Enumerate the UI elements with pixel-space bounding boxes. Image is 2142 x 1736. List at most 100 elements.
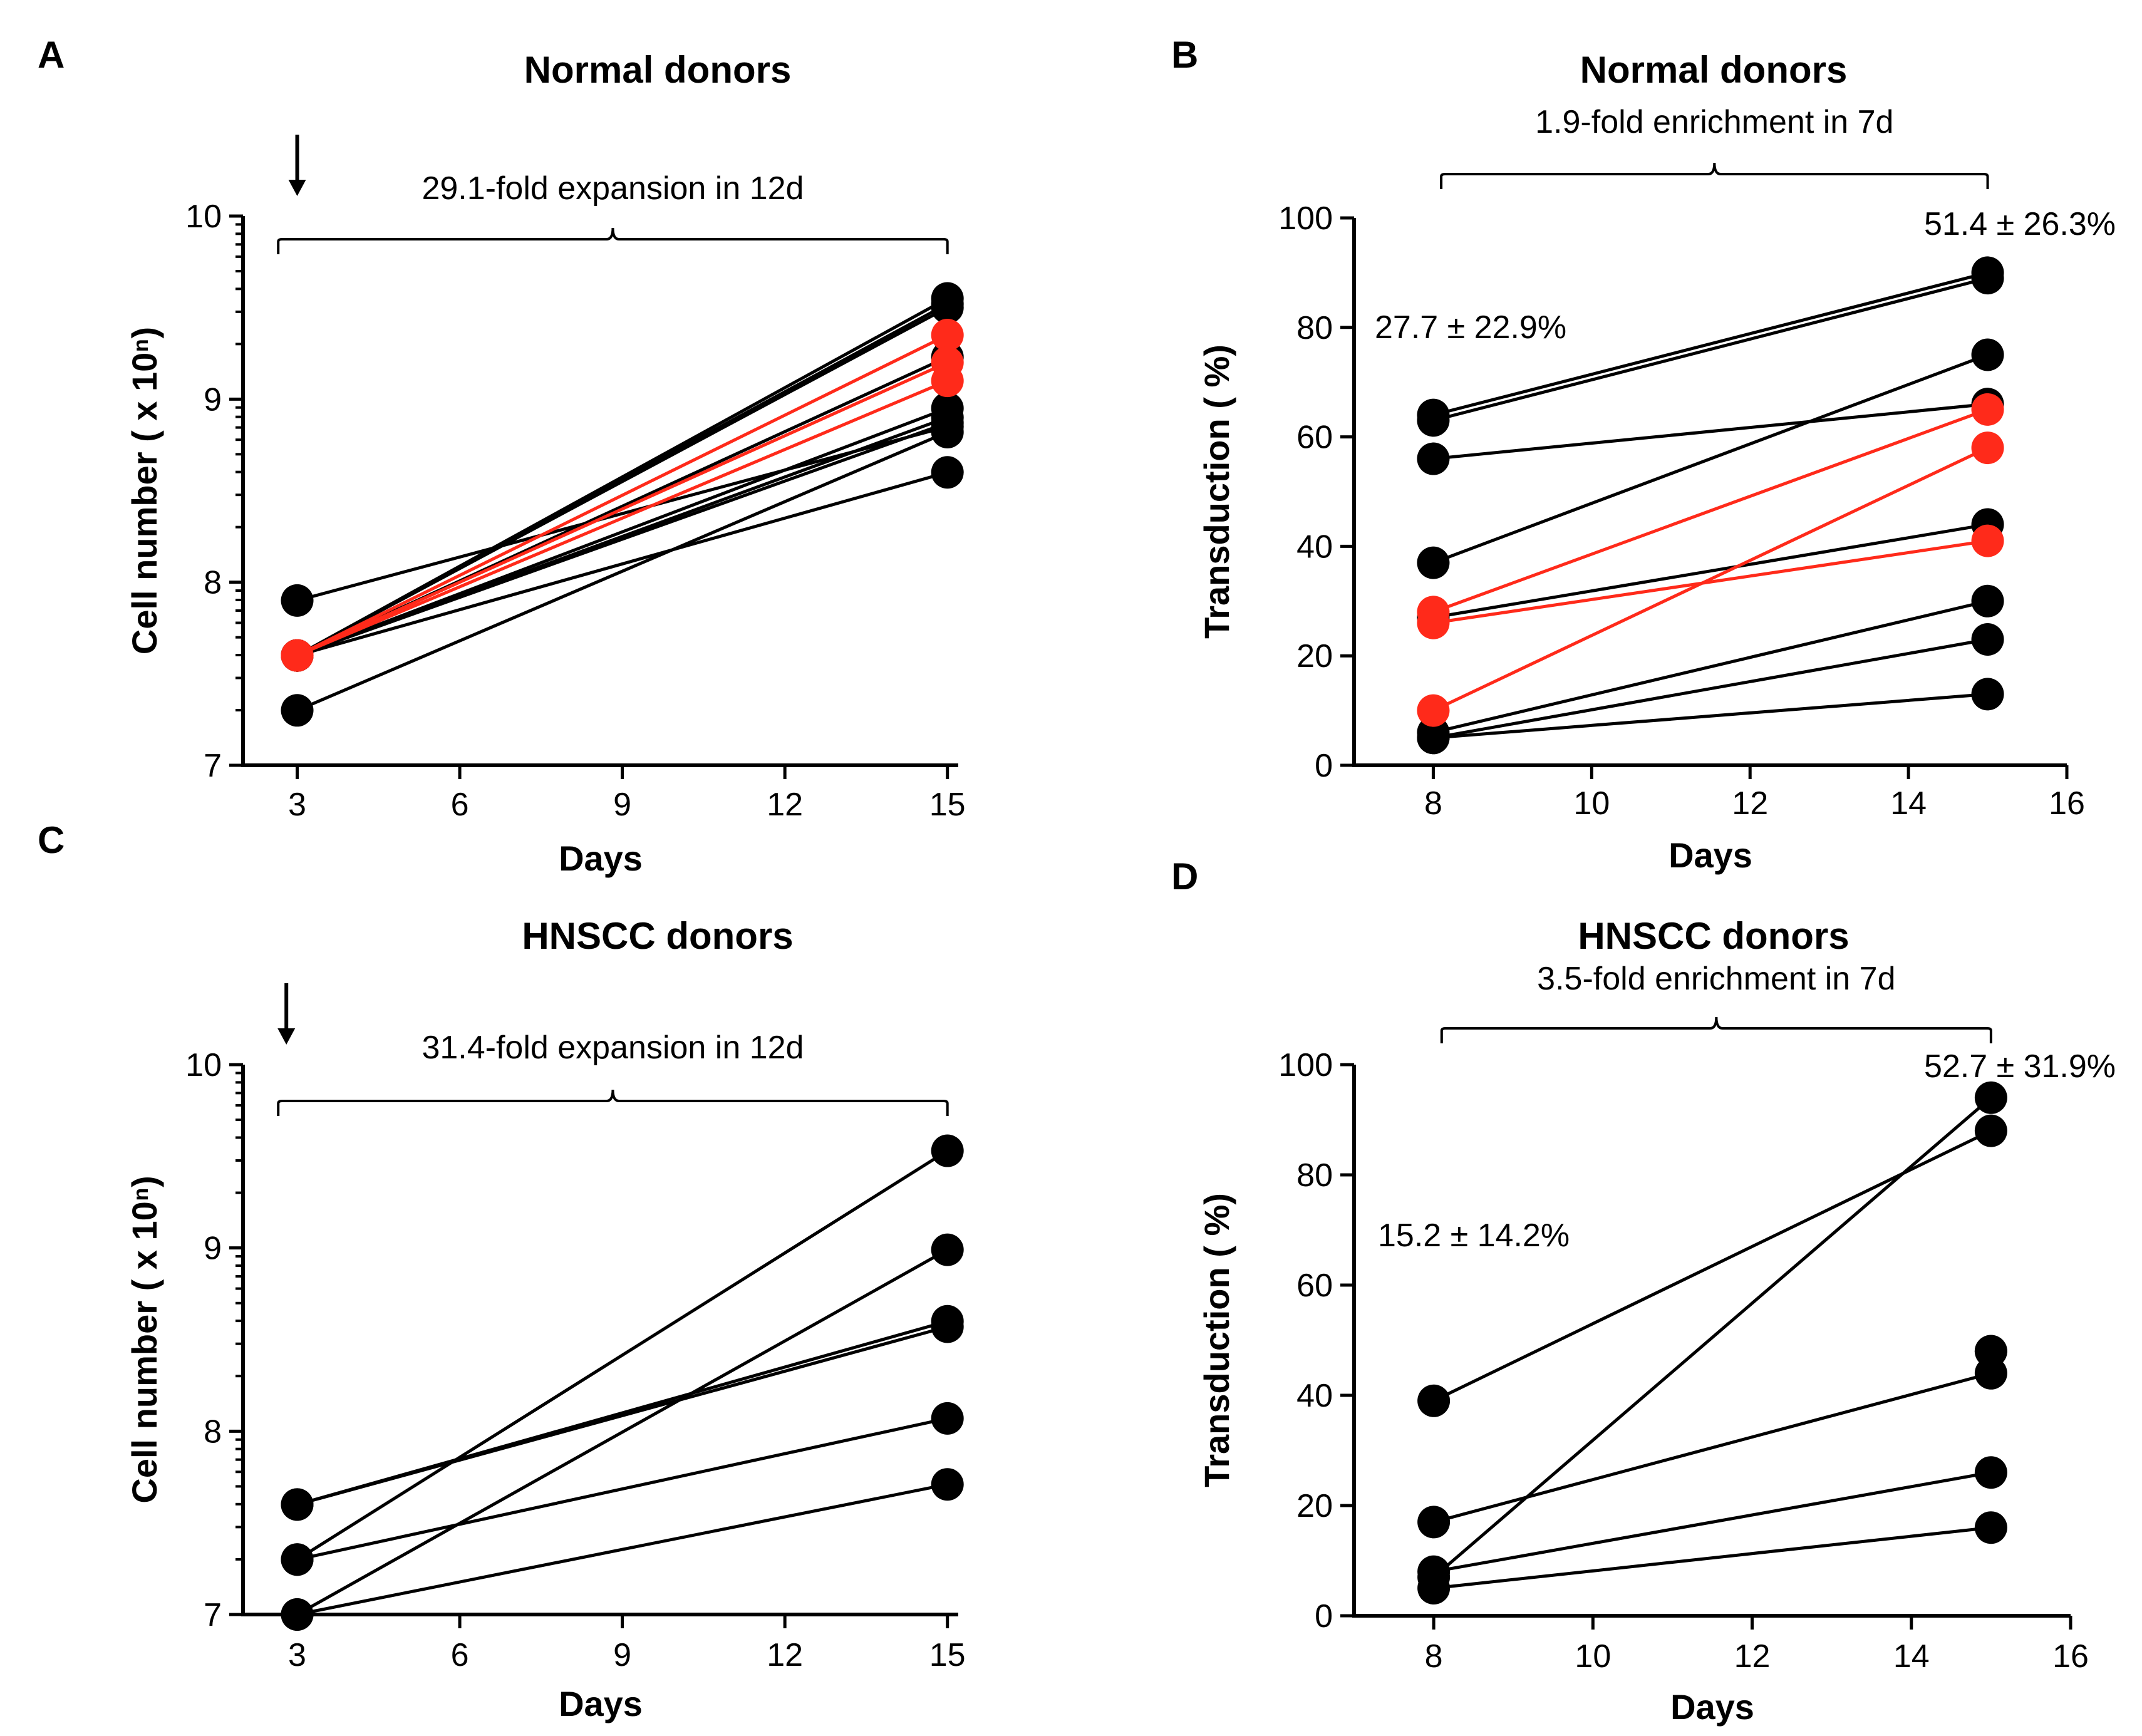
y-tick-label: 60 — [1296, 1268, 1333, 1304]
x-tick-label: 12 — [1732, 785, 1768, 822]
panel-letter: D — [1171, 855, 1198, 897]
series-line — [296, 421, 948, 657]
panel-letter: B — [1171, 34, 1198, 76]
series-line — [296, 470, 948, 658]
data-point — [1417, 606, 1450, 639]
x-tick-label: 9 — [613, 787, 631, 823]
series-line — [296, 333, 948, 657]
data-point — [281, 584, 314, 617]
data-point — [1971, 678, 2004, 711]
data-point — [281, 1598, 314, 1631]
series-line — [296, 379, 948, 657]
chart-title: Normal donors — [1580, 49, 1848, 91]
series-line — [296, 1149, 949, 1561]
y-tick-label: 100 — [1278, 1047, 1333, 1083]
y-tick-label: 8 — [204, 1413, 222, 1450]
y-axis-label: Cell number ( x 10ⁿ) — [125, 1175, 164, 1503]
data-point — [931, 415, 964, 448]
data-point — [1417, 694, 1450, 727]
series-line — [297, 1482, 948, 1616]
x-tick-label: 8 — [1425, 1638, 1443, 1675]
data-point — [1971, 262, 2004, 295]
series-line — [296, 1417, 948, 1561]
chart-title: HNSCC donors — [1578, 915, 1849, 957]
bracket — [1440, 162, 1989, 189]
data-point — [281, 694, 314, 727]
data-point — [1974, 1456, 2007, 1489]
x-tick-label: 12 — [767, 1637, 803, 1673]
data-point — [1971, 623, 2004, 656]
data-point — [931, 1402, 964, 1435]
series-line — [1433, 402, 1988, 461]
data-point — [1417, 1506, 1451, 1539]
y-axis-label: Transduction ( %) — [1197, 344, 1236, 639]
y-tick-label: 7 — [204, 1597, 222, 1633]
data-point — [1417, 442, 1450, 475]
data-point — [931, 1233, 964, 1266]
left-mean-label: 27.7 ± 22.9% — [1375, 309, 1566, 346]
x-tick-label: 6 — [451, 1637, 469, 1673]
left-mean-label: 15.2 ± 14.2% — [1378, 1217, 1570, 1254]
panel-letter: C — [38, 819, 65, 861]
series-line — [296, 425, 948, 602]
series-line — [1433, 539, 1988, 625]
y-tick-label: 60 — [1296, 420, 1333, 456]
y-tick-label: 9 — [204, 381, 222, 418]
x-axis-label: Days — [1669, 835, 1752, 875]
y-tick-label: 0 — [1315, 1598, 1333, 1635]
x-tick-label: 3 — [288, 787, 306, 823]
chart-title: HNSCC donors — [522, 915, 793, 957]
bracket — [277, 227, 949, 254]
data-point — [1974, 1114, 2007, 1147]
bracket — [277, 1089, 949, 1116]
series-line — [1432, 599, 1989, 734]
data-point — [931, 319, 964, 352]
series-line — [1433, 638, 1988, 740]
x-tick-label: 16 — [2052, 1638, 2089, 1675]
x-tick-label: 10 — [1573, 785, 1610, 822]
series-line — [1432, 276, 1989, 422]
x-tick-label: 6 — [451, 787, 469, 823]
series-line — [1432, 353, 1989, 564]
series-line — [1432, 1096, 1992, 1579]
x-tick-label: 12 — [1734, 1638, 1771, 1675]
x-tick-label: 16 — [2049, 785, 2085, 822]
data-point — [1417, 546, 1450, 579]
data-point — [1971, 393, 2004, 426]
y-tick-label: 20 — [1296, 1488, 1333, 1524]
y-tick-label: 9 — [204, 1231, 222, 1267]
arrow-head — [288, 180, 306, 196]
data-point — [1971, 338, 2004, 371]
series-line — [1433, 692, 1988, 740]
series-line — [296, 306, 948, 657]
y-tick-label: 40 — [1296, 529, 1333, 565]
panel-a: A Normal donors 3 6 9 12 15 7 8 9 10 Days Cell numbe… — [38, 34, 966, 878]
panel-c: C HNSCC donors 3 6 9 12 15 7 8 9 10 Days Cell number… — [38, 819, 966, 1723]
series-line — [1432, 408, 1989, 614]
series-line — [296, 361, 948, 657]
y-tick-label: 7 — [204, 748, 222, 784]
y-axis-label: Cell number ( x 10ⁿ) — [125, 327, 164, 654]
y-tick-label: 10 — [185, 1047, 222, 1083]
data-point — [931, 1134, 964, 1167]
y-tick-label: 20 — [1296, 638, 1333, 674]
series-line — [296, 1325, 948, 1506]
data-point — [1417, 721, 1450, 755]
data-point — [931, 291, 964, 324]
y-tick-label: 0 — [1315, 748, 1333, 784]
data-point — [281, 1488, 314, 1521]
series-line — [1433, 1372, 1992, 1524]
y-tick-label: 8 — [204, 565, 222, 601]
x-tick-label: 10 — [1575, 1638, 1611, 1675]
series-line — [1433, 522, 1988, 619]
y-tick-label: 10 — [185, 199, 222, 235]
data-point — [1971, 524, 2004, 557]
y-tick-label: 80 — [1296, 1157, 1333, 1194]
data-point — [1417, 404, 1450, 437]
data-point — [1971, 431, 2004, 465]
x-tick-label: 15 — [929, 787, 966, 823]
data-point — [931, 1468, 964, 1501]
data-point — [1417, 1572, 1451, 1604]
annotation-text: 1.9-fold enrichment in 7d — [1535, 104, 1893, 140]
